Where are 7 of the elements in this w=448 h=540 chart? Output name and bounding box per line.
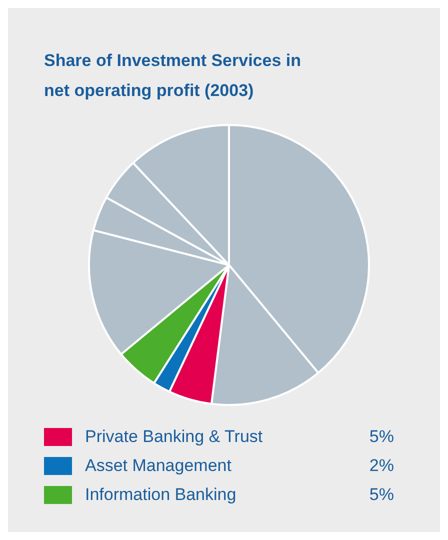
data-label: 5% xyxy=(369,426,394,446)
legend-label: Asset Management xyxy=(85,456,232,476)
legend-label: Private Banking & Trust xyxy=(85,426,264,446)
legend-label: Information Banking xyxy=(85,484,238,504)
data-label: 5% xyxy=(369,484,394,504)
chart-title: Share of Investment Services in net operating profit (2003) xyxy=(43,50,302,102)
data-label: 2% xyxy=(369,456,394,476)
